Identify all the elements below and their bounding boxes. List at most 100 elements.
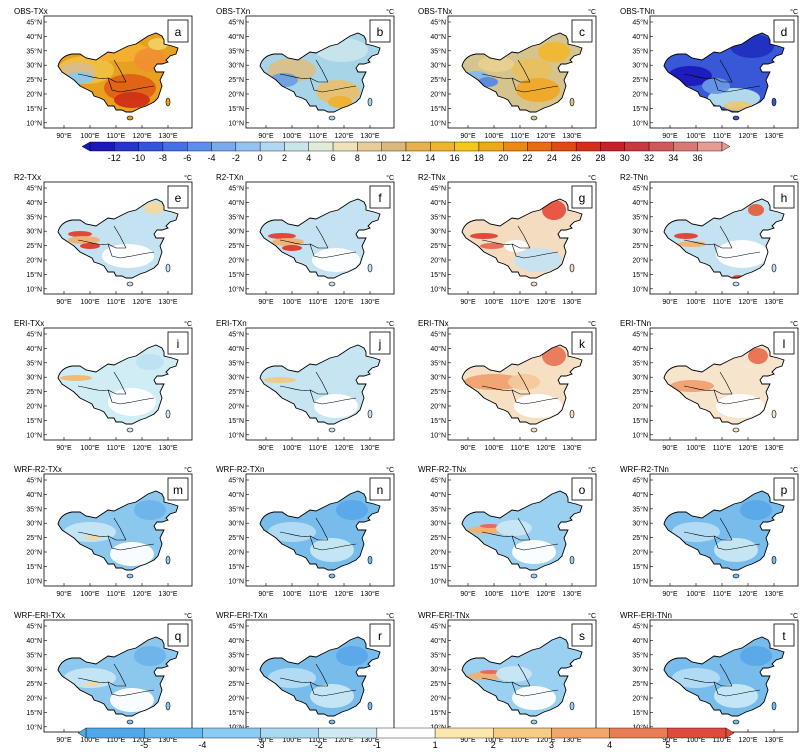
lon-tick-label: 90°E [258,590,274,598]
map-panel-d: OBS-TNn °C45°N40°N35°N30°N25°N20°N15°N10°… [620,7,798,140]
lat-tick-label: 15°N [228,709,244,717]
lat-tick-label: 25°N [26,76,42,84]
lat-tick-label: 40°N [632,33,648,41]
unit-label: °C [184,174,192,182]
lat-tick-label: 30°N [632,228,648,236]
lon-tick-label: 130°E [562,298,581,306]
colorbar-swatch [528,142,552,151]
panel-title: WRF-ERI-TNx [418,611,470,620]
lat-tick-label: 25°N [632,534,648,542]
lat-tick-label: 40°N [228,33,244,41]
colorbar-label: 28 [595,153,605,163]
lon-tick-label: 120°E [536,298,555,306]
lat-tick-label: 45°N [430,185,446,193]
map-panel-e: R2-TXx °C45°N40°N35°N30°N25°N20°N15°N10°N… [14,173,192,306]
colorbar-swatch [625,142,649,151]
panel-letter: j [378,337,382,351]
lat-tick-label: 25°N [632,680,648,688]
lat-tick-label: 25°N [26,680,42,688]
map-panel-c: OBS-TNx °C45°N40°N35°N30°N25°N20°N15°N10°… [418,7,596,140]
lat-tick-label: 45°N [430,19,446,27]
colorbar-swatch [455,142,479,151]
lon-tick-label: 90°E [258,132,274,140]
colorbar-label: 10 [377,153,387,163]
lon-tick-label: 120°E [334,132,353,140]
map-panel-p: WRF-R2-TNn °C45°N40°N35°N30°N25°N20°N15°N… [620,465,798,598]
lon-tick-label: 130°E [360,298,379,306]
lon-tick-label: 110°E [107,444,126,452]
lat-tick-label: 45°N [228,19,244,27]
colorbar-swatch [114,142,138,151]
lat-tick-label: 45°N [430,623,446,631]
lat-tick-label: 20°N [430,695,446,703]
lon-tick-label: 130°E [360,132,379,140]
panel-letter: l [783,337,786,351]
lon-tick-label: 90°E [662,444,678,452]
lat-tick-label: 10°N [430,285,446,293]
lat-tick-label: 40°N [632,637,648,645]
colorbar-label: 22 [523,153,533,163]
lat-tick-label: 15°N [26,417,42,425]
lon-tick-label: 100°E [484,444,503,452]
map-panel-k: ERI-TNx °C 45°N 40°N 35°N 30°N 25°N 20°N 15°N 10°… [418,319,596,452]
unit-label: °C [588,8,596,16]
panel-letter: r [378,629,382,643]
lon-tick-label: 100°E [80,590,99,598]
map-panel-h: R2-TNn °C45°N40°N35°N30°N25°N20°N15°N10°N… [620,173,798,306]
lon-tick-label: 120°E [334,590,353,598]
panel-title: OBS-TXx [14,7,48,16]
lat-tick-label: 10°N [228,431,244,439]
lat-tick-label: 40°N [228,637,244,645]
lat-tick-label: 35°N [26,359,42,367]
lon-tick-label: 100°E [484,590,503,598]
lat-tick-label: 25°N [430,242,446,250]
lat-tick-label: 40°N [632,199,648,207]
lat-tick-label: 45°N [228,477,244,485]
unit-label: °C [184,612,192,620]
lat-tick-label: 45°N [26,185,42,193]
lon-tick-label: 100°E [686,298,705,306]
lon-tick-label: 130°E [764,736,783,744]
lat-tick-label: 40°N [26,33,42,41]
lon-tick-label: 110°E [309,444,328,452]
lat-tick-label: 30°N [228,374,244,382]
lon-tick-label: 90°E [56,590,72,598]
lat-tick-label: 20°N [632,257,648,265]
lat-tick-label: 15°N [430,709,446,717]
lon-tick-label: 110°E [511,298,530,306]
unit-label: °C [386,466,394,474]
lat-tick-label: 20°N [228,549,244,557]
colorbar-label: -12 [108,153,121,163]
lat-tick-label: 10°N [26,723,42,731]
colorbar-label: 6 [331,153,336,163]
lat-tick-label: 20°N [228,257,244,265]
colorbar-swatch [236,142,260,151]
panel-title: ERI-TXn [216,319,247,328]
unit-label: °C [184,466,192,474]
lat-tick-label: 30°N [26,374,42,382]
map-panel-g: R2-TNx °C45°N40°N35°N30°N25°N20°N15°N10°N… [418,173,596,306]
lat-tick-label: 40°N [430,491,446,499]
lon-tick-label: 120°E [132,444,151,452]
colorbar-label: -8 [159,153,167,163]
lat-tick-label: 15°N [430,271,446,279]
map-panel-a: OBS-TXx 45°N 40°N 35°N 30°N 25°N 20°N 15°N 10°N 9… [14,7,192,140]
lat-tick-label: 35°N [228,505,244,513]
lon-tick-label: 100°E [686,132,705,140]
panel-letter: d [781,25,788,39]
lat-tick-label: 10°N [26,577,42,585]
lat-tick-label: 35°N [430,359,446,367]
lat-tick-label: 35°N [632,359,648,367]
colorbar-label: 4 [306,153,311,163]
lon-tick-label: 120°E [738,444,757,452]
colorbar-label: -2 [315,740,323,750]
lat-tick-label: 35°N [26,651,42,659]
lat-tick-label: 20°N [430,91,446,99]
colorbar-label: -10 [132,153,145,163]
lat-tick-label: 30°N [632,374,648,382]
colorbar-label: 16 [450,153,460,163]
lon-tick-label: 100°E [282,132,301,140]
colorbar-swatch [668,728,726,738]
panel-title: ERI-TNn [620,319,651,328]
lat-tick-label: 45°N [228,331,244,339]
